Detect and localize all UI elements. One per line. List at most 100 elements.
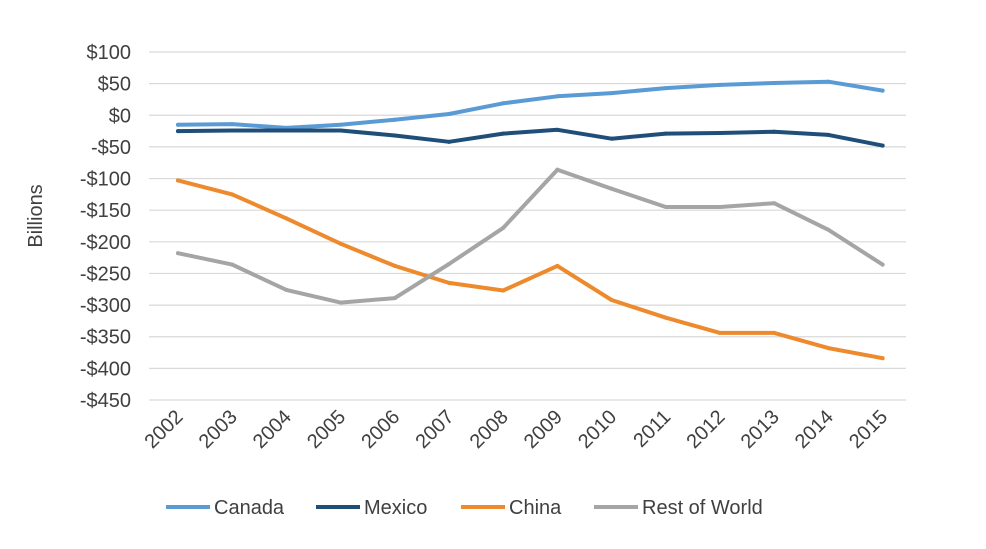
data-point-rest-of-world xyxy=(555,167,560,172)
data-point-mexico xyxy=(447,139,451,144)
data-point-mexico xyxy=(718,130,722,135)
y-tick-label: -$50 xyxy=(91,137,131,159)
data-point-mexico xyxy=(772,129,777,134)
x-tick-label: 2006 xyxy=(357,406,404,453)
y-tick-label: -$250 xyxy=(80,263,131,285)
data-point-rest-of-world xyxy=(609,186,614,191)
legend-label: Canada xyxy=(214,497,285,519)
data-point-rest-of-world xyxy=(772,201,777,206)
x-tick-label: 2014 xyxy=(791,406,838,453)
legend-label: China xyxy=(509,497,562,519)
data-point-canada xyxy=(392,117,397,122)
data-point-mexico xyxy=(392,133,397,138)
y-tick-label: -$450 xyxy=(80,390,131,412)
x-tick-label: 2008 xyxy=(466,406,513,453)
gridlines xyxy=(149,51,906,401)
series-china xyxy=(176,178,885,361)
series-line-canada xyxy=(176,79,885,130)
legend: Canada Mexico China Rest of World xyxy=(166,497,763,519)
data-point-mexico xyxy=(284,128,289,133)
x-tick-label: 2013 xyxy=(737,406,784,453)
y-tick-label: -$200 xyxy=(80,232,131,254)
y-tick-label: -$100 xyxy=(80,169,131,191)
data-point-rest-of-world xyxy=(447,261,451,266)
data-point-canada xyxy=(663,86,668,91)
data-point-rest-of-world xyxy=(718,205,722,210)
data-point-canada xyxy=(772,81,777,86)
data-point-china xyxy=(555,263,560,268)
legend-item-mexico: Mexico xyxy=(316,497,427,519)
x-tick-label: 2009 xyxy=(520,406,567,453)
data-point-rest-of-world xyxy=(663,205,668,210)
data-point-rest-of-world xyxy=(284,287,289,292)
data-point-rest-of-world xyxy=(880,262,885,267)
y-tick-label: $50 xyxy=(98,74,131,96)
x-tick-label: 2003 xyxy=(195,406,242,453)
data-point-china xyxy=(501,288,506,293)
series-line-china xyxy=(176,178,885,361)
data-point-china xyxy=(447,280,451,285)
data-point-rest-of-world xyxy=(176,251,180,256)
x-tick-label: 2005 xyxy=(303,406,350,453)
data-point-china xyxy=(338,241,343,246)
x-tick-label: 2002 xyxy=(141,406,188,453)
data-point-mexico xyxy=(609,136,614,141)
data-point-rest-of-world xyxy=(230,262,235,267)
data-point-china xyxy=(826,346,831,351)
data-point-rest-of-world xyxy=(338,300,343,305)
y-tick-label: -$350 xyxy=(80,327,131,349)
data-point-china xyxy=(718,330,722,335)
legend-item-canada: Canada xyxy=(166,497,285,519)
data-point-canada xyxy=(880,88,885,93)
data-point-mexico xyxy=(880,143,885,148)
data-point-mexico xyxy=(338,128,343,133)
x-axis-ticks: 2002 2003 2004 2005 2006 2007 2008 2009 2010 2011… xyxy=(141,406,893,453)
data-point-canada xyxy=(230,122,235,127)
data-point-mexico xyxy=(663,131,668,136)
series-line-mexico xyxy=(176,127,885,148)
series-rest-of-world xyxy=(176,167,885,305)
data-point-canada xyxy=(501,101,506,106)
y-axis-ticks: $100 $50 $0 -$50 -$100 -$150 -$200 -$250 -$300 -$… xyxy=(80,42,131,412)
data-point-china xyxy=(392,263,397,268)
data-point-canada xyxy=(338,122,343,127)
data-point-china xyxy=(284,216,289,221)
y-axis-label: Billions xyxy=(25,184,47,247)
x-tick-label: 2004 xyxy=(249,406,296,453)
x-tick-label: 2007 xyxy=(412,406,459,453)
series-lines xyxy=(176,79,885,361)
y-tick-label: $0 xyxy=(109,105,131,127)
x-tick-label: 2015 xyxy=(845,406,892,453)
x-tick-label: 2011 xyxy=(629,406,675,452)
data-point-rest-of-world xyxy=(392,296,397,301)
data-point-canada xyxy=(718,82,722,87)
series-canada xyxy=(176,79,885,130)
data-point-mexico xyxy=(826,132,831,137)
y-tick-label: $100 xyxy=(87,42,132,64)
data-point-canada xyxy=(447,112,451,117)
data-point-mexico xyxy=(176,129,180,134)
y-tick-label: -$400 xyxy=(80,358,131,380)
data-point-china xyxy=(880,356,885,361)
data-point-canada xyxy=(555,94,560,99)
y-tick-label: -$300 xyxy=(80,295,131,317)
data-point-rest-of-world xyxy=(501,225,506,230)
data-point-canada xyxy=(826,79,831,84)
data-point-china xyxy=(176,178,180,183)
data-point-mexico xyxy=(501,131,506,136)
data-point-china xyxy=(230,192,235,197)
data-point-china xyxy=(772,330,777,335)
series-mexico xyxy=(176,127,885,148)
data-point-canada xyxy=(609,91,614,96)
data-point-mexico xyxy=(555,127,560,132)
data-point-china xyxy=(609,298,614,303)
series-line-rest-of-world xyxy=(176,167,885,305)
data-point-china xyxy=(663,315,668,320)
data-point-canada xyxy=(176,122,180,127)
x-tick-label: 2012 xyxy=(683,406,730,453)
legend-item-rest-of-world: Rest of World xyxy=(594,497,763,519)
data-point-mexico xyxy=(230,128,235,133)
y-tick-label: -$150 xyxy=(80,200,131,222)
